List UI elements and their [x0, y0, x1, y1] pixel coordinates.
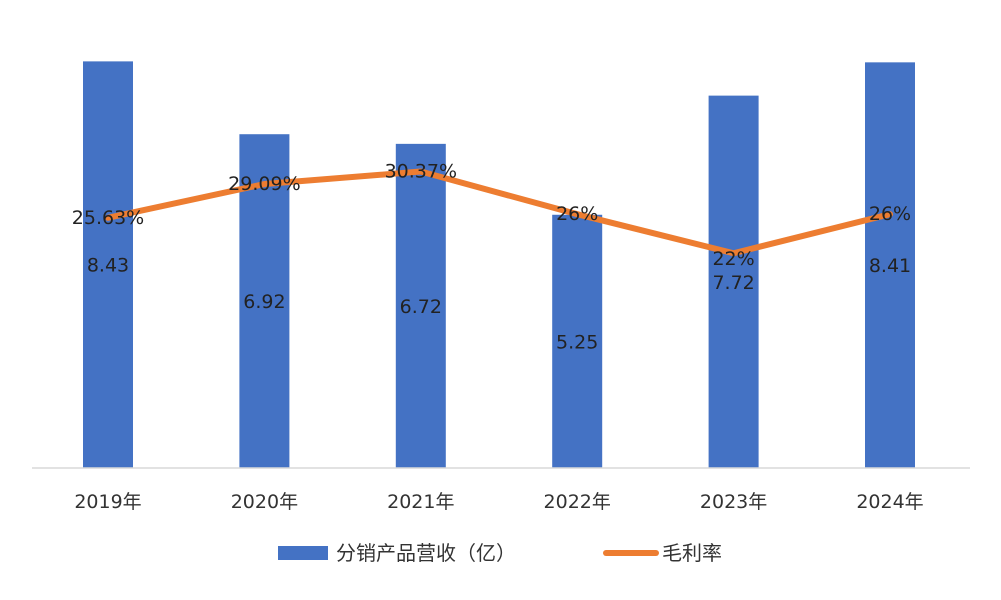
x-tick-5: 2024年	[856, 491, 923, 513]
bar-2	[395, 143, 446, 468]
line-label-5: 26%	[869, 203, 911, 225]
line-label-1: 29.09%	[228, 173, 300, 195]
line-label-0: 25.63%	[72, 207, 144, 229]
legend-swatch-bar	[278, 546, 328, 560]
bar-data-labels: 8.43 6.92 6.72 5.25 7.72 8.41	[87, 255, 911, 354]
bar-series	[83, 61, 915, 469]
x-tick-0: 2019年	[74, 491, 141, 513]
bar-label-5: 8.41	[869, 255, 911, 277]
line-label-2: 30.37%	[385, 161, 457, 183]
line-label-3: 26%	[556, 203, 598, 225]
legend: 分销产品营收（亿） 毛利率	[278, 541, 722, 565]
bar-label-4: 7.72	[712, 272, 754, 294]
x-axis-ticks: 2019年 2020年 2021年 2022年 2023年 2024年	[74, 491, 923, 513]
line-label-4: 22%	[712, 248, 754, 270]
x-tick-2: 2021年	[387, 491, 454, 513]
legend-label-bar: 分销产品营收（亿）	[336, 541, 516, 565]
bar-0	[83, 61, 133, 469]
line-path	[105, 168, 893, 257]
bar-5	[865, 62, 915, 468]
x-tick-4: 2023年	[700, 491, 767, 513]
bar-label-0: 8.43	[87, 255, 129, 277]
bar-4	[708, 95, 759, 468]
bar-label-3: 5.25	[556, 331, 598, 353]
bar-label-1: 6.92	[243, 291, 285, 313]
x-tick-3: 2022年	[544, 491, 611, 513]
bar-3	[552, 214, 603, 468]
bar-label-2: 6.72	[400, 296, 442, 318]
line-series	[105, 168, 893, 257]
legend-label-line: 毛利率	[662, 541, 722, 565]
line-data-labels: 25.63% 29.09% 30.37% 26% 22% 26%	[72, 161, 911, 271]
x-tick-1: 2020年	[231, 491, 298, 513]
